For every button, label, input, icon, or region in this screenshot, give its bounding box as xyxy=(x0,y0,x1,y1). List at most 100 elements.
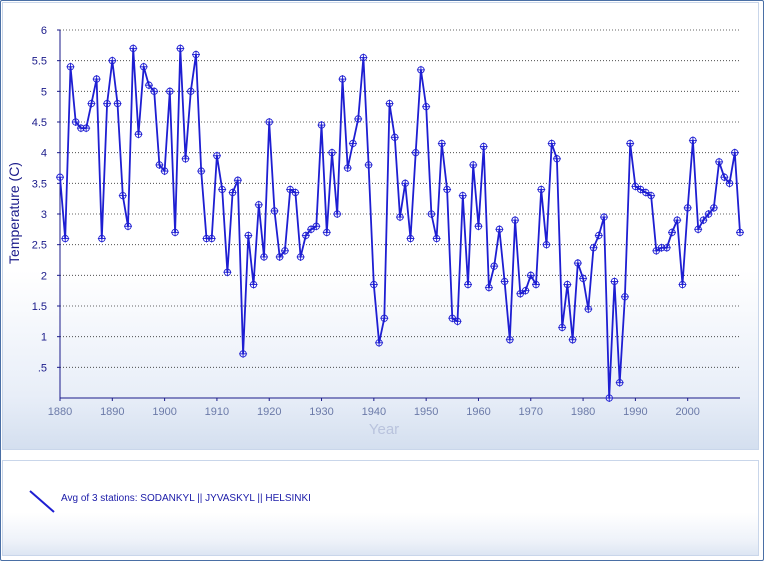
data-point-marker xyxy=(547,139,556,148)
y-tick-label: 3 xyxy=(41,209,47,221)
x-tick-label: 2000 xyxy=(675,406,699,418)
data-point-marker xyxy=(730,148,739,157)
x-tick-label: 1970 xyxy=(519,406,543,418)
data-point-marker xyxy=(647,191,656,200)
data-point-marker xyxy=(129,44,138,53)
x-tick-label: 1990 xyxy=(623,406,647,418)
data-point-marker xyxy=(416,65,425,74)
legend-label: Avg of 3 stations: SODANKYL || JYVASKYL … xyxy=(61,493,311,504)
data-point-marker xyxy=(364,160,373,169)
data-point-marker xyxy=(396,213,404,222)
data-point-marker xyxy=(725,179,734,188)
y-tick-label: 3.5 xyxy=(32,178,47,190)
data-point-marker xyxy=(505,335,514,344)
data-point-marker xyxy=(678,280,687,289)
x-tick-label: 1950 xyxy=(414,406,438,418)
data-point-marker xyxy=(521,286,530,295)
data-point-marker xyxy=(563,280,572,289)
data-point-marker xyxy=(348,139,357,148)
data-point-marker xyxy=(233,176,242,185)
data-point-marker xyxy=(469,160,478,169)
y-tick-label: 5.5 xyxy=(32,56,47,68)
data-point-marker xyxy=(573,259,582,268)
data-point-marker xyxy=(484,283,493,292)
legend-swatch xyxy=(29,490,55,513)
data-point-marker xyxy=(92,75,101,84)
x-tick-label: 1880 xyxy=(48,406,72,418)
y-tick-label: 4 xyxy=(41,148,47,160)
data-point-marker xyxy=(401,179,410,188)
data-point-marker xyxy=(354,114,363,123)
data-point-marker xyxy=(317,121,326,130)
data-point-marker xyxy=(516,289,525,298)
data-point-marker xyxy=(380,314,389,323)
y-tick-labels: .5 1 1.5 2 2.5 3 3.5 4 4.5 5 5.5 6 xyxy=(32,25,47,374)
data-point-marker xyxy=(694,225,703,234)
x-tick-label: 1980 xyxy=(571,406,595,418)
data-point-marker xyxy=(108,56,117,65)
x-tick-label: 1940 xyxy=(362,406,386,418)
data-point-marker xyxy=(406,234,415,243)
data-point-marker xyxy=(594,231,603,240)
data-point-marker xyxy=(479,142,488,151)
data-point-marker xyxy=(82,124,91,133)
x-tick-label: 1900 xyxy=(152,406,176,418)
data-point-marker xyxy=(422,102,431,111)
x-tick-label: 1960 xyxy=(466,406,490,418)
data-point-marker xyxy=(223,268,232,277)
data-point-marker xyxy=(197,167,206,176)
data-point-marker xyxy=(260,252,268,261)
data-point-marker xyxy=(688,136,697,145)
data-point-marker xyxy=(537,185,546,194)
series-polyline xyxy=(59,47,741,399)
y-tick-label: 6 xyxy=(41,25,47,37)
data-point-marker xyxy=(312,222,321,231)
y-tick-label: 1 xyxy=(41,332,47,344)
data-point-marker xyxy=(301,231,310,240)
data-point-marker xyxy=(526,271,535,280)
data-point-marker xyxy=(144,81,153,90)
data-point-marker xyxy=(333,210,342,218)
data-point-marker xyxy=(631,182,640,191)
grid-lines xyxy=(60,29,740,368)
data-point-marker xyxy=(192,50,200,59)
data-point-marker xyxy=(662,243,671,252)
data-point-marker xyxy=(160,167,169,176)
data-point-marker xyxy=(239,349,248,358)
data-point-marker xyxy=(369,280,378,289)
data-point-marker xyxy=(171,228,180,237)
data-point-marker xyxy=(134,130,143,139)
data-point-marker xyxy=(668,228,676,237)
data-point-marker xyxy=(605,394,614,402)
y-tick-label: 2 xyxy=(41,270,47,282)
data-point-marker xyxy=(626,139,635,148)
data-point-marker xyxy=(673,216,682,225)
series-line xyxy=(59,47,741,399)
data-point-marker xyxy=(265,118,274,126)
data-point-marker xyxy=(641,188,650,197)
data-point-marker xyxy=(254,200,263,209)
data-point-marker xyxy=(610,277,619,286)
data-point-marker xyxy=(56,173,64,182)
data-point-marker xyxy=(699,216,708,225)
data-point-marker xyxy=(709,203,718,212)
data-point-marker xyxy=(736,228,744,237)
data-point-marker xyxy=(390,133,399,142)
data-point-marker xyxy=(715,157,724,166)
data-point-marker xyxy=(500,277,509,286)
data-point-marker xyxy=(176,44,185,53)
data-point-marker xyxy=(228,188,237,197)
y-tick-label: 5 xyxy=(41,86,47,98)
data-point-marker xyxy=(720,173,729,182)
data-point-marker xyxy=(207,234,216,243)
data-point-marker xyxy=(432,234,441,243)
data-point-marker xyxy=(464,280,472,289)
x-tick-labels: 1880 1890 1900 1910 1920 1930 1940 1950 1960 1970… xyxy=(48,406,700,418)
data-point-marker xyxy=(71,118,80,126)
data-point-marker xyxy=(458,191,467,200)
data-point-marker xyxy=(474,222,483,231)
legend-panel xyxy=(2,460,759,556)
y-tick-label: .5 xyxy=(38,362,47,374)
data-point-marker xyxy=(291,188,300,197)
